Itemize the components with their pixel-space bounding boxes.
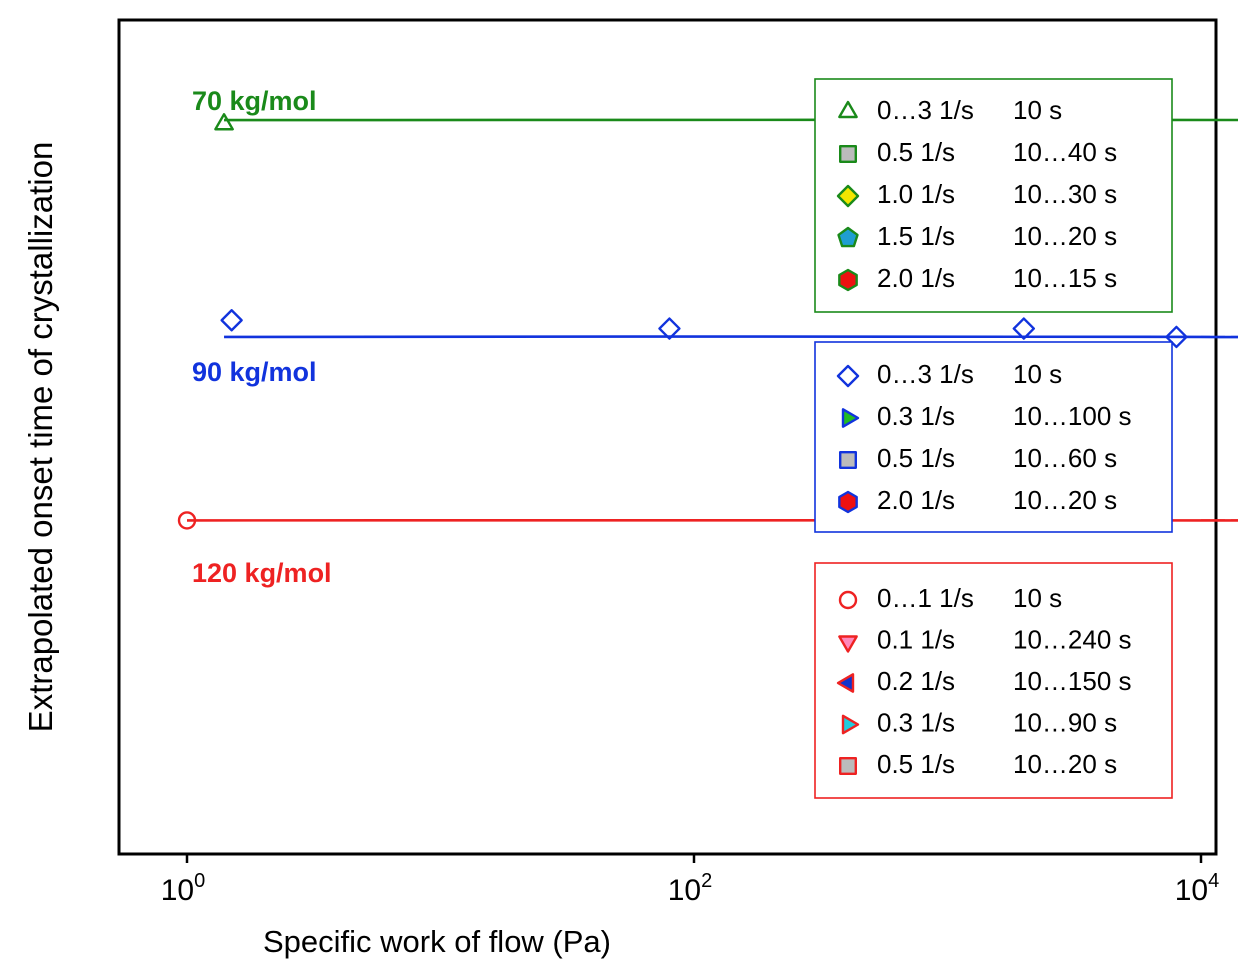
group-0-legend-rate-4: 2.0 1/s <box>877 263 955 293</box>
group-1-legend-marker-0 <box>836 364 860 388</box>
group-2-legend-rate-2: 0.2 1/s <box>877 666 955 696</box>
group-1-legend-time-1: 10…100 s <box>1013 401 1132 431</box>
group-1-series-0-point <box>1012 317 1036 340</box>
group-1-legend-marker-1 <box>841 408 860 428</box>
group-2-legend-rate-1: 0.1 1/s <box>877 624 955 654</box>
x-tick-label: 104 <box>1175 870 1220 907</box>
group-2-legend-time-1: 10…240 s <box>1013 624 1132 654</box>
plot-frame <box>117 18 1218 856</box>
group-2-legend-rate-4: 0.5 1/s <box>877 749 955 779</box>
group-2-legend-marker-0 <box>838 590 858 610</box>
group-2-legend-rate-3: 0.3 1/s <box>877 707 955 737</box>
group-2-legend-time-4: 10…20 s <box>1013 749 1117 779</box>
group-1-legend-rate-2: 0.5 1/s <box>877 443 955 473</box>
group-1-legend-time-2: 10…60 s <box>1013 443 1117 473</box>
group-1-legend-time-3: 10…20 s <box>1013 485 1117 515</box>
x-tick-base: 10 <box>161 874 194 907</box>
group-0-legend-marker-4 <box>838 268 858 292</box>
group-0-fit-curve <box>224 118 1238 122</box>
group-1-series-0-point <box>220 309 243 332</box>
x-tick-label: 100 <box>161 870 206 907</box>
group-0-legend-marker-2 <box>836 184 860 208</box>
group-1-fit-curve <box>224 335 1238 339</box>
x-tick-exponent: 2 <box>701 870 712 892</box>
x-tick-label: 102 <box>668 870 713 907</box>
x-tick-exponent: 0 <box>194 870 205 892</box>
x-tick-exponent: 4 <box>1208 870 1219 892</box>
x-tick-base: 10 <box>668 874 701 907</box>
group-1-series-0-point <box>1165 325 1188 349</box>
y-axis-label: Extrapolated onset time of crystallizati… <box>22 142 59 733</box>
group-0-legend-marker-0 <box>838 100 858 119</box>
group-2-legend-marker-1 <box>838 635 858 653</box>
group-0-legend-time-2: 10…30 s <box>1013 179 1117 209</box>
x-tick-base: 10 <box>1175 874 1208 907</box>
group-0-legend-time-4: 10…15 s <box>1013 263 1117 293</box>
group-2-series-0-point <box>177 511 197 530</box>
group-2-label: 120 kg/mol <box>192 558 332 588</box>
group-0-legend-time-3: 10…20 s <box>1013 221 1117 251</box>
group-0-legend-marker-3 <box>837 226 859 248</box>
group-0-legend-box <box>814 78 1173 313</box>
group-2-legend-rate-0: 0…1 1/s <box>877 583 974 613</box>
group-1-legend-box <box>814 341 1173 533</box>
group-0-legend-time-0: 10 s <box>1013 95 1062 125</box>
group-1-legend-marker-3 <box>838 490 858 514</box>
group-0-legend-marker-1 <box>839 145 857 163</box>
group-1-legend-marker-2 <box>839 451 857 469</box>
group-2-legend-box <box>814 562 1173 799</box>
group-1-label: 90 kg/mol <box>192 357 317 387</box>
group-1-legend-rate-1: 0.3 1/s <box>877 401 955 431</box>
x-axis-label: Specific work of flow (Pa) <box>263 924 611 959</box>
group-1-legend-rate-0: 0…3 1/s <box>877 359 974 389</box>
group-0-legend-rate-0: 0…3 1/s <box>877 95 974 125</box>
group-2-legend-marker-3 <box>841 714 860 735</box>
group-0-label: 70 kg/mol <box>192 86 317 116</box>
group-1-series-0-point <box>658 317 681 340</box>
group-0-series-0-point <box>214 113 234 131</box>
group-2-legend-time-2: 10…150 s <box>1013 666 1132 696</box>
group-0-legend-rate-1: 0.5 1/s <box>877 137 955 167</box>
group-2-legend-marker-4 <box>839 757 857 775</box>
group-2-legend-time-0: 10 s <box>1013 583 1062 613</box>
group-0-legend-rate-3: 1.5 1/s <box>877 221 955 251</box>
group-0-legend-rate-2: 1.0 1/s <box>877 179 955 209</box>
group-2-legend-marker-2 <box>836 673 855 693</box>
group-2-legend-time-3: 10…90 s <box>1013 707 1117 737</box>
group-1-legend-time-0: 10 s <box>1013 359 1062 389</box>
group-1-legend-rate-3: 2.0 1/s <box>877 485 955 515</box>
group-0-legend-time-1: 10…40 s <box>1013 137 1117 167</box>
